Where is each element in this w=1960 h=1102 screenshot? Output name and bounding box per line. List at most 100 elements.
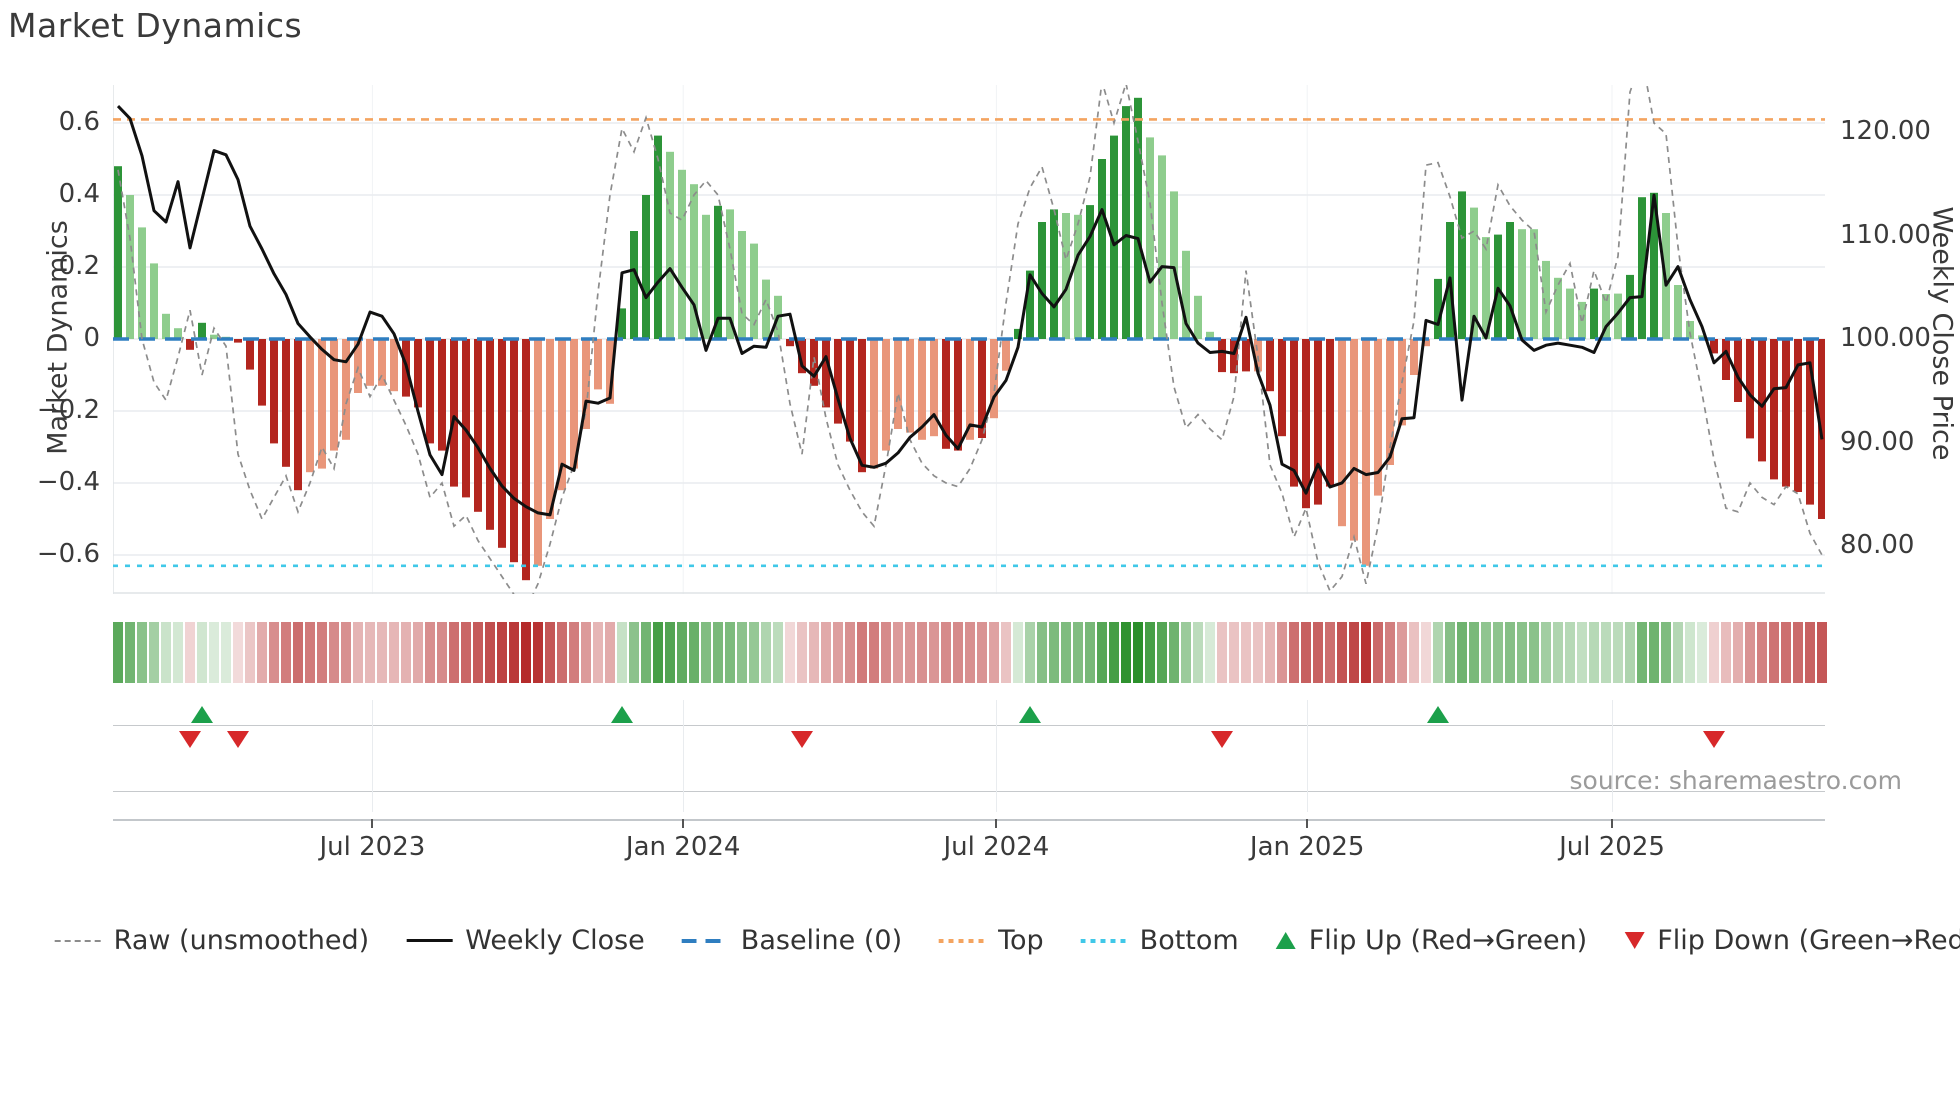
heatmap-cell	[557, 622, 567, 683]
raw-line	[117, 85, 1823, 594]
heatmap-cell	[1313, 622, 1323, 683]
right-tick-120.00: 120.00	[1840, 116, 1931, 146]
marker-band-lower-line	[113, 791, 1825, 792]
source-attribution: source: sharemaestro.com	[1569, 766, 1903, 795]
x-tick-mark	[1611, 819, 1613, 828]
legend-label: Weekly Close	[465, 925, 645, 956]
heatmap-cell	[1793, 622, 1803, 683]
heatmap-cell	[1229, 622, 1239, 683]
heatmap-cell	[341, 622, 351, 683]
heatmap-cell	[545, 622, 555, 683]
heatmap-cell	[1577, 622, 1587, 683]
heatmap-cell	[689, 622, 699, 683]
heatmap-cell	[965, 622, 975, 683]
heatmap-cell	[1361, 622, 1371, 683]
tri-down-icon	[1624, 932, 1645, 949]
heatmap-cell	[881, 622, 891, 683]
heatmap-cell	[1673, 622, 1683, 683]
oscillator-bars	[114, 97, 1825, 581]
marker-band-grid	[996, 700, 998, 812]
heatmap-cell	[1217, 622, 1227, 683]
heatmap-cell	[1061, 622, 1071, 683]
heatmap-cell	[1337, 622, 1347, 683]
heatmap-cell	[677, 622, 687, 683]
heatmap-cell	[1625, 622, 1635, 683]
heatmap-cell	[1385, 622, 1395, 683]
heatmap-cell	[1265, 622, 1275, 683]
heatmap-cell	[581, 622, 591, 683]
x-tick-mark	[995, 819, 998, 828]
x-tick-mark	[682, 819, 685, 828]
heatmap-cell	[893, 622, 903, 683]
heatmap-cell	[125, 622, 135, 683]
dot-cyan-icon	[1080, 938, 1127, 943]
heatmap-cell	[305, 622, 315, 683]
heatmap-cell	[449, 622, 459, 683]
heatmap-cell	[761, 622, 771, 683]
heatmap-cell	[149, 622, 159, 683]
heatmap-cell	[593, 622, 603, 683]
heatmap-cell	[1181, 622, 1191, 683]
heatmap-cell	[1649, 622, 1659, 683]
heatmap-cell	[1685, 622, 1695, 683]
heatmap-cell	[1757, 622, 1767, 683]
heatmap-cell	[929, 622, 939, 683]
heatmap-cell	[1709, 622, 1719, 683]
heatmap-cell	[161, 622, 171, 683]
heatmap-cell	[1289, 622, 1299, 683]
heatmap-cell	[1157, 622, 1167, 683]
heatmap-cell	[497, 622, 507, 683]
heatmap-cell	[641, 622, 651, 683]
legend-label: Raw (unsmoothed)	[113, 925, 370, 956]
heatmap-cell	[1781, 622, 1791, 683]
heatmap-cell	[1373, 622, 1383, 683]
heatmap-cell	[1277, 622, 1287, 683]
heatmap-cell	[185, 622, 195, 683]
left-tick-0.2: 0.2	[58, 251, 100, 281]
legend-item-dot-cyan: Bottom	[1080, 925, 1239, 956]
heatmap-cell	[233, 622, 243, 683]
x-tick-Jul-2024: Jul 2024	[943, 832, 1050, 862]
heatmap-cell	[629, 622, 639, 683]
heatmap-cell	[833, 622, 843, 683]
heatmap-cell	[1133, 622, 1143, 683]
legend-label: Top	[998, 925, 1044, 956]
heatmap-cell	[1253, 622, 1263, 683]
heatmap-cell	[197, 622, 207, 683]
legend-item-dash-gray: Raw (unsmoothed)	[54, 925, 370, 956]
x-tick-mark	[1306, 819, 1309, 828]
heatmap-cell	[1013, 622, 1023, 683]
heatmap-cell	[293, 622, 303, 683]
x-tick-Jul-2023: Jul 2023	[319, 832, 426, 862]
heatmap-cell	[713, 622, 723, 683]
heatmap-cell	[1193, 622, 1203, 683]
heatmap-cell	[173, 622, 183, 683]
heatmap-cell	[1721, 622, 1731, 683]
heatmap-cell	[857, 622, 867, 683]
dash-blue-icon	[681, 938, 728, 943]
heatmap-cell	[1613, 622, 1623, 683]
heatmap-cell	[413, 622, 423, 683]
legend-item-solid-black: Weekly Close	[406, 925, 645, 956]
heatmap-cell	[209, 622, 219, 683]
flip-up-marker	[191, 706, 213, 723]
left-tick-0: 0	[83, 323, 100, 353]
marker-band-grid	[372, 700, 374, 812]
heatmap-cell	[1601, 622, 1611, 683]
heatmap-cell	[1745, 622, 1755, 683]
heatmap-cell	[509, 622, 519, 683]
solid-black-icon	[406, 939, 453, 942]
heatmap-cell	[1145, 622, 1155, 683]
dash-gray-icon	[54, 939, 101, 942]
heatmap-cell	[1553, 622, 1563, 683]
flip-down-marker	[227, 731, 249, 748]
heatmap-cell	[1541, 622, 1551, 683]
heatmap-cell	[1445, 622, 1455, 683]
heatmap-cell	[317, 622, 327, 683]
x-tick-mark	[371, 819, 374, 828]
heatmap-cell	[1529, 622, 1539, 683]
left-tick-0.6: 0.6	[58, 107, 100, 137]
right-tick-100.00: 100.00	[1840, 323, 1931, 353]
flip-up-marker	[611, 706, 633, 723]
right-tick-90.00: 90.00	[1840, 426, 1915, 457]
